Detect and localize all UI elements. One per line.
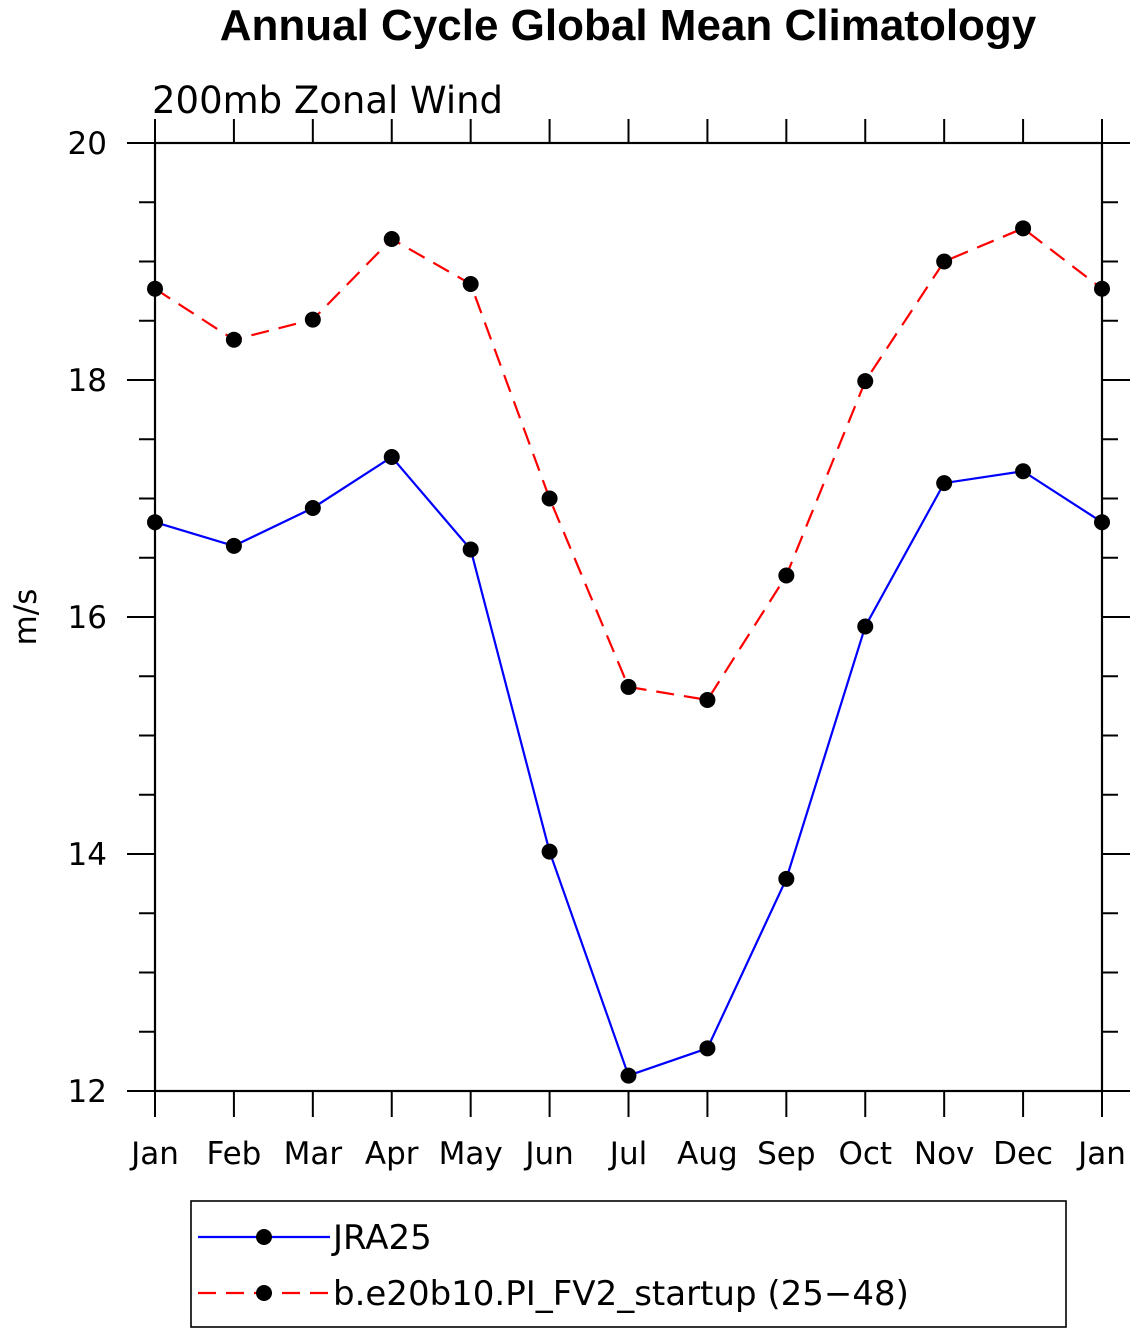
chart-subtitle: 200mb Zonal Wind <box>152 79 503 122</box>
data-point <box>857 373 874 390</box>
legend-item-2: b.e20b10.PI_FV2_startup (25−48) <box>198 1274 909 1314</box>
y-tick-label: 14 <box>68 837 107 873</box>
data-point <box>936 253 953 270</box>
x-tick-label: Feb <box>206 1136 261 1172</box>
data-point <box>936 475 953 492</box>
legend: JRA25 b.e20b10.PI_FV2_startup (25−48) <box>190 1200 1067 1328</box>
legend-label: JRA25 <box>331 1218 432 1258</box>
series-line <box>154 455 1103 1077</box>
legend-marker <box>256 1229 272 1245</box>
x-tick-label: Sep <box>757 1136 815 1172</box>
x-tick-label: Apr <box>365 1136 419 1172</box>
legend-item-1: JRA25 <box>198 1218 432 1258</box>
data-point <box>225 331 242 348</box>
series-1 <box>147 449 1110 1084</box>
y-tick-label: 18 <box>68 363 107 399</box>
y-tick-label: 20 <box>68 126 107 162</box>
data-point <box>778 567 795 584</box>
x-tick-label: Mar <box>284 1136 343 1172</box>
data-point <box>620 678 637 695</box>
data-point <box>462 541 479 558</box>
data-point <box>1094 280 1110 297</box>
data-point <box>147 514 163 531</box>
plot-axes: Jan Feb Mar Apr May Jun Jul Aug Sep Oct Nov Dec Jan 1… <box>68 119 1130 1172</box>
series-line <box>154 227 1103 702</box>
data-point <box>147 280 163 297</box>
legend-box <box>190 1200 1067 1328</box>
legend-label: b.e20b10.PI_FV2_startup (25−48) <box>333 1274 909 1314</box>
x-tick-label: Jan <box>1076 1136 1126 1172</box>
x-tick-label: Dec <box>993 1136 1053 1172</box>
data-point <box>541 843 558 860</box>
x-tick-label: Aug <box>677 1136 738 1172</box>
data-point <box>225 537 242 554</box>
x-tick-label: Oct <box>838 1136 892 1172</box>
legend-marker <box>256 1285 272 1301</box>
data-point <box>383 449 400 466</box>
data-point <box>778 870 795 887</box>
data-point <box>1094 514 1110 531</box>
plot-frame <box>153 141 1104 1093</box>
x-tick-label: Jan <box>129 1136 179 1172</box>
x-tick-label: Jun <box>523 1136 573 1172</box>
chart-title: Annual Cycle Global Mean Climatology <box>220 1 1037 50</box>
data-point <box>541 490 558 507</box>
data-point <box>620 1067 637 1084</box>
y-axis-label: m/s <box>8 589 44 646</box>
series-layer <box>147 220 1110 1084</box>
data-point <box>383 230 400 247</box>
y-tick-label: 12 <box>68 1074 107 1110</box>
x-tick-label: Nov <box>914 1136 975 1172</box>
data-point <box>1015 220 1032 237</box>
y-tick-label: 16 <box>68 600 107 636</box>
x-tick-label: May <box>439 1136 503 1172</box>
x-tick-label: Jul <box>608 1136 647 1172</box>
series-2 <box>147 220 1110 708</box>
data-point <box>699 1040 716 1057</box>
data-point <box>462 276 479 293</box>
data-point <box>699 691 716 708</box>
data-point <box>304 499 321 516</box>
data-point <box>304 311 321 328</box>
data-point <box>1015 463 1032 480</box>
data-point <box>857 618 874 635</box>
